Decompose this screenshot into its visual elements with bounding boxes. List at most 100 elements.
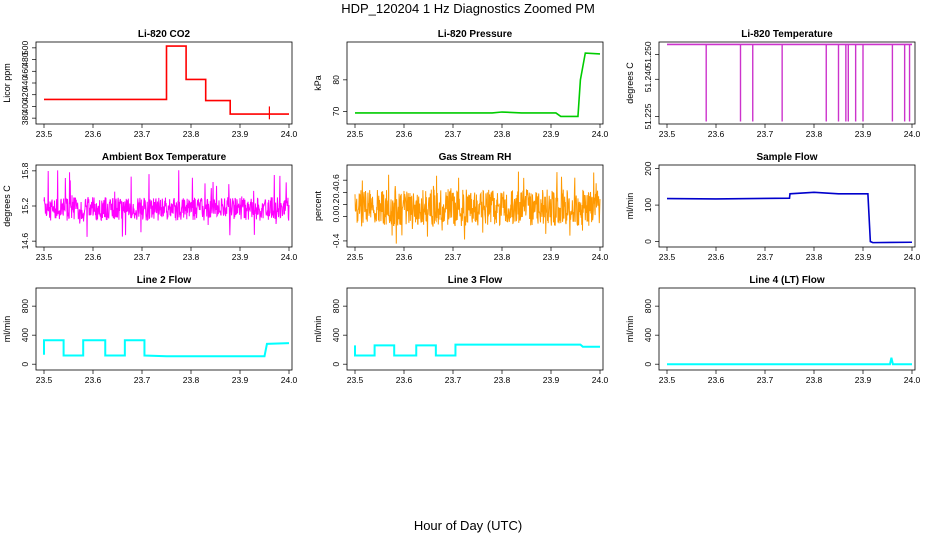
- x-tick-label: 23.8: [494, 129, 511, 139]
- x-tick-label: 24.0: [592, 129, 609, 139]
- plot-frame: [35, 41, 293, 125]
- x-tick-label: 24.0: [592, 252, 609, 262]
- y-tick-label: 0.6: [331, 174, 341, 186]
- y-tick-label: 800: [331, 299, 341, 313]
- x-tick-label: 23.5: [36, 252, 53, 262]
- x-tick-label: 24.0: [904, 129, 921, 139]
- y-tick-label: 420: [20, 87, 30, 101]
- x-tick-label: 23.7: [757, 375, 774, 385]
- x-tick-label: 23.6: [396, 252, 413, 262]
- x-tick-label: 23.7: [134, 375, 151, 385]
- series-line: [354, 343, 600, 357]
- series-line: [43, 339, 290, 358]
- y-axis-label: degrees C: [2, 185, 12, 227]
- panel-4: Ambient Box Temperature degrees C 23.5 23.6…: [2, 152, 298, 262]
- y-tick-label: 460: [20, 64, 30, 78]
- x-tick-label: 23.5: [659, 375, 676, 385]
- x-tick-label: 23.6: [708, 129, 725, 139]
- series-8: [354, 343, 600, 357]
- x-tick-label: 24.0: [592, 375, 609, 385]
- y-tick-label: 0: [643, 239, 653, 244]
- panel-title: Gas Stream RH: [439, 152, 512, 163]
- x-tick-label: 23.8: [806, 375, 823, 385]
- x-tick-label: 23.8: [494, 252, 511, 262]
- plot-frame: [35, 287, 293, 371]
- x-tick-label: 23.9: [543, 129, 560, 139]
- x-tick-label: 24.0: [904, 252, 921, 262]
- x-tick-label: 24.0: [281, 252, 298, 262]
- plot-frame: [346, 164, 604, 248]
- panel-6: Sample Flow ml/min 23.5 23.6 23.7 23.8 23.9 24.…: [625, 152, 921, 262]
- y-tick-label: 400: [20, 99, 30, 113]
- y-tick-label: 100: [643, 198, 653, 212]
- y-axis-label: Licor ppm: [2, 63, 12, 103]
- y-axis-label: ml/min: [625, 193, 635, 220]
- y-tick-label: 0: [20, 362, 30, 367]
- series-6: [666, 191, 913, 244]
- x-tick-label: 23.9: [855, 129, 872, 139]
- plot-frame: [658, 287, 916, 371]
- panel-title: Li-820 Pressure: [438, 29, 513, 40]
- x-tick-label: 23.7: [445, 252, 462, 262]
- x-tick-label: 23.6: [85, 252, 102, 262]
- x-tick-label: 23.5: [36, 375, 53, 385]
- x-tick-label: 23.8: [806, 129, 823, 139]
- panel-title: Line 4 (LT) Flow: [749, 275, 825, 286]
- y-tick-label: 51.225: [643, 103, 653, 129]
- y-tick-label: 51.250: [643, 41, 653, 67]
- series-4: [43, 170, 290, 237]
- panel-7: Line 2 Flow ml/min 23.5 23.6 23.7 23.8 23.9 24.…: [2, 275, 298, 385]
- x-tick-label: 23.5: [347, 129, 364, 139]
- y-tick-label: 15.8: [20, 162, 30, 179]
- x-tick-label: 23.9: [232, 129, 249, 139]
- shared-x-axis-label: Hour of Day (UTC): [413, 518, 523, 533]
- y-axis-label: ml/min: [313, 316, 323, 343]
- plot-frame: [346, 41, 604, 125]
- figure-title: HDP_120204 1 Hz Diagnostics Zoomed PM: [341, 1, 595, 16]
- x-tick-label: 23.6: [396, 375, 413, 385]
- y-tick-label: 80: [331, 75, 341, 85]
- panel-title: Li-820 Temperature: [741, 29, 833, 40]
- series-line: [667, 357, 912, 366]
- y-tick-label: 0: [331, 362, 341, 367]
- y-tick-label: 400: [331, 328, 341, 342]
- x-tick-label: 24.0: [281, 375, 298, 385]
- plot-frame: [346, 287, 604, 371]
- panel-title: Line 3 Flow: [448, 275, 503, 286]
- series-1: [44, 45, 289, 120]
- y-tick-label: 480: [20, 52, 30, 66]
- x-tick-label: 23.5: [659, 129, 676, 139]
- y-tick-label: 0.0: [331, 210, 341, 222]
- x-tick-label: 23.7: [134, 129, 151, 139]
- x-tick-label: 23.7: [757, 129, 774, 139]
- panel-title: Li-820 CO2: [138, 29, 191, 40]
- panel-title: Sample Flow: [756, 152, 817, 163]
- series-line: [354, 171, 601, 244]
- y-tick-label: -0.4: [331, 233, 341, 248]
- series-2: [355, 52, 601, 118]
- x-tick-label: 23.7: [757, 252, 774, 262]
- series-line: [43, 170, 290, 237]
- y-tick-label: 51.240: [643, 66, 653, 92]
- x-tick-label: 24.0: [281, 129, 298, 139]
- x-tick-label: 23.9: [543, 375, 560, 385]
- y-axis-label: ml/min: [2, 316, 12, 343]
- x-tick-label: 23.6: [85, 375, 102, 385]
- panel-title: Line 2 Flow: [137, 275, 192, 286]
- y-tick-label: 400: [643, 328, 653, 342]
- y-tick-label: 800: [643, 299, 653, 313]
- x-tick-label: 23.6: [85, 129, 102, 139]
- panel-3: Li-820 Temperature degrees C 23.5 23.6 23.7 2…: [625, 29, 921, 139]
- panel-9: Line 4 (LT) Flow ml/min 23.5 23.6 23.7 23.8 23…: [625, 275, 921, 385]
- panel-5: Gas Stream RH percent 23.5 23.6 23.7 23.8 23.9…: [313, 152, 609, 262]
- x-tick-label: 23.9: [855, 375, 872, 385]
- y-tick-label: 500: [20, 40, 30, 54]
- panel-title: Ambient Box Temperature: [102, 152, 227, 163]
- x-tick-label: 23.8: [806, 252, 823, 262]
- plot-frame: [658, 164, 916, 248]
- x-tick-label: 23.5: [347, 252, 364, 262]
- x-tick-label: 23.7: [445, 375, 462, 385]
- y-axis-label: ml/min: [625, 316, 635, 343]
- x-tick-label: 24.0: [904, 375, 921, 385]
- series-5: [354, 171, 601, 244]
